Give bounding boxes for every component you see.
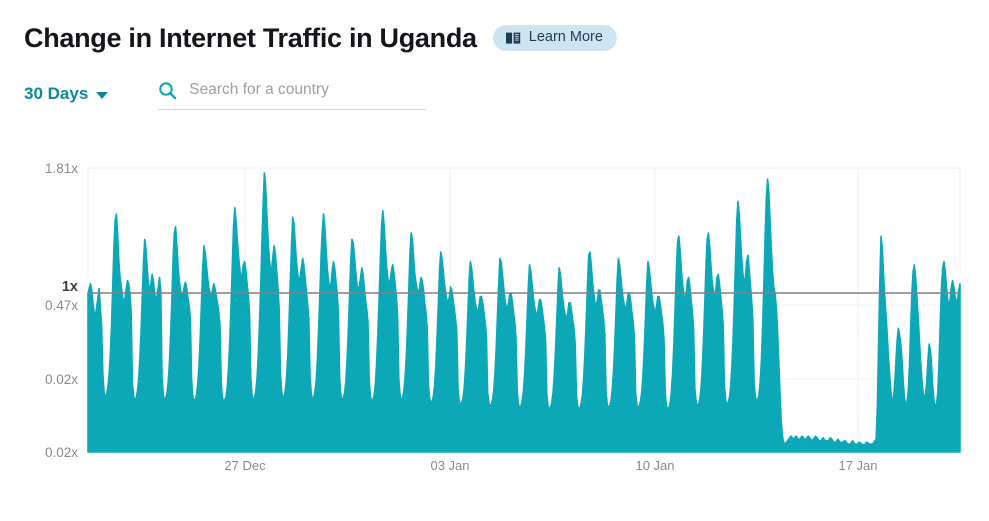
country-search[interactable]	[158, 80, 427, 110]
learn-more-label: Learn More	[528, 29, 603, 46]
search-icon	[159, 82, 177, 100]
search-input[interactable]	[189, 81, 427, 99]
y-tick-label-baseline: 1x	[62, 279, 78, 295]
date-range-label: 30 Days	[24, 84, 89, 103]
x-tick-label-0: 27 Dec	[224, 458, 266, 473]
date-range-dropdown[interactable]: 30 Days	[24, 80, 109, 108]
page-header: Change in Internet Traffic in Uganda Lea…	[24, 18, 617, 58]
page-title: Change in Internet Traffic in Uganda	[24, 23, 477, 53]
y-tick-label-max: 1.81x	[45, 161, 78, 176]
x-tick-label-3: 17 Jan	[838, 458, 877, 473]
y-tick-label-047: 0.02x	[45, 372, 78, 387]
traffic-chart-svg: 1.81x 1x 0.47x 0.02x 0.02x 27 Dec 03 Jan…	[45, 161, 961, 473]
y-tick-label-092: 0.47x	[45, 298, 78, 313]
controls-row: 30 Days	[24, 80, 427, 120]
traffic-chart: 1.81x 1x 0.47x 0.02x 0.02x 27 Dec 03 Jan…	[0, 150, 989, 490]
book-icon	[505, 31, 520, 44]
chevron-down-icon	[96, 91, 109, 99]
learn-more-button[interactable]: Learn More	[492, 25, 617, 51]
traffic-series-area	[87, 171, 961, 453]
y-tick-label-min: 0.02x	[45, 445, 78, 460]
x-tick-label-1: 03 Jan	[430, 458, 469, 473]
x-tick-label-2: 10 Jan	[635, 458, 674, 473]
